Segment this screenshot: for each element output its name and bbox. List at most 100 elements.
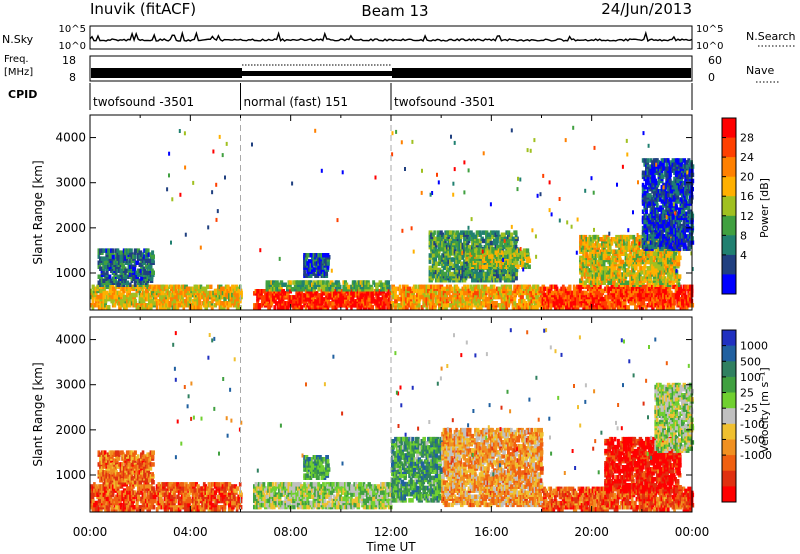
heatmap-cell xyxy=(508,248,513,253)
heatmap-cell xyxy=(132,266,137,271)
heatmap-cell xyxy=(449,265,453,271)
heatmap-cell xyxy=(322,253,326,258)
heatmap-cell xyxy=(488,275,492,281)
heatmap-cell xyxy=(198,301,201,306)
heatmap-cell xyxy=(461,298,465,304)
heatmap-cell xyxy=(367,297,372,302)
heatmap-cell xyxy=(94,296,98,302)
heatmap-cell xyxy=(489,240,493,246)
heatmap-cell xyxy=(133,298,137,304)
heatmap-cell xyxy=(370,287,374,292)
heatmap-cell xyxy=(646,158,650,163)
freq-label-line2: [MHz] xyxy=(4,67,33,78)
beam-title: Beam 13 xyxy=(361,2,428,20)
heatmap-cell xyxy=(607,255,611,261)
heatmap-cell xyxy=(608,245,612,250)
heatmap-cell xyxy=(640,270,644,275)
heatmap-cell xyxy=(434,261,439,266)
heatmap-cell xyxy=(607,286,611,292)
heatmap-cell xyxy=(132,298,136,304)
heatmap-cell xyxy=(105,290,109,296)
heatmap-cell xyxy=(414,284,418,290)
heatmap-cell xyxy=(576,296,580,302)
heatmap-cell xyxy=(113,288,117,294)
heatmap-cell xyxy=(494,301,498,306)
heatmap-cell xyxy=(394,286,398,292)
heatmap-cell xyxy=(434,290,438,296)
heatmap-cell xyxy=(496,273,500,279)
heatmap-cell xyxy=(141,290,145,296)
heatmap-cell xyxy=(613,266,617,271)
heatmap-cell xyxy=(102,294,106,300)
heatmap-cell xyxy=(292,295,296,300)
heatmap-cell xyxy=(450,234,454,240)
heatmap-cell xyxy=(133,254,137,259)
heatmap-cell xyxy=(648,282,651,287)
noise-right-label: N.Search xyxy=(746,30,796,43)
heatmap-cell xyxy=(602,261,606,267)
heatmap-cell xyxy=(140,276,144,281)
heatmap-cell xyxy=(122,288,126,294)
freq-tick-top: 18 xyxy=(62,54,76,67)
heatmap-cell xyxy=(138,296,142,302)
heatmap-cell xyxy=(99,303,103,308)
heatmap-cell xyxy=(521,294,524,300)
heatmap-cell xyxy=(491,301,495,306)
heatmap-cell xyxy=(337,282,341,287)
heatmap-cell xyxy=(322,280,325,285)
heatmap-cell xyxy=(525,248,530,253)
heatmap-cell xyxy=(105,305,109,310)
heatmap-cell xyxy=(464,269,468,275)
heatmap-cell xyxy=(511,248,516,253)
noise-panel-frame xyxy=(89,25,693,50)
heatmap-cell xyxy=(489,254,494,259)
heatmap-cell xyxy=(510,232,514,237)
heatmap-cell xyxy=(344,293,347,298)
heatmap-cell xyxy=(663,298,667,304)
heatmap-cell xyxy=(626,268,630,273)
heatmap-cell xyxy=(204,288,208,294)
heatmap-cell xyxy=(646,176,650,182)
heatmap-cell xyxy=(497,294,501,300)
heatmap-cell xyxy=(146,248,150,253)
heatmap-cell xyxy=(447,290,451,296)
heatmap-cell xyxy=(151,258,155,263)
heatmap-cell xyxy=(585,305,589,310)
heatmap-cell xyxy=(206,284,209,290)
cpid-label: CPID xyxy=(8,88,37,101)
heatmap-cell xyxy=(133,292,138,298)
heatmap-cell xyxy=(394,298,398,304)
noise-left-tick-bottom: 10^0 xyxy=(59,41,86,52)
nave-tick-top: 60 xyxy=(708,54,722,67)
heatmap-cell xyxy=(662,209,666,214)
heatmap-cell xyxy=(102,248,106,253)
heatmap-cell xyxy=(326,253,330,258)
heatmap-cell xyxy=(444,271,447,277)
heatmap-cell xyxy=(580,276,584,281)
cpid-segment-label: twofsound -3501 xyxy=(93,95,194,109)
heatmap-cell xyxy=(670,276,673,281)
heatmap-cell xyxy=(466,284,470,290)
heatmap-cell xyxy=(165,284,168,290)
heatmap-cell xyxy=(290,287,295,292)
noise-right-tick-bottom: 10^0 xyxy=(696,41,723,52)
heatmap-cell xyxy=(543,286,547,292)
heatmap-cell xyxy=(223,296,227,302)
heatmap-cell xyxy=(527,256,531,261)
heatmap-cell xyxy=(503,269,508,275)
heatmap-cell xyxy=(436,294,440,300)
heatmap-cell xyxy=(113,303,117,308)
heatmap-cell xyxy=(618,255,622,261)
heatmap-cell xyxy=(196,305,201,310)
heatmap-cell xyxy=(317,265,321,270)
freq-band-segment-2 xyxy=(242,71,392,76)
heatmap-cell xyxy=(124,286,128,292)
heatmap-cell xyxy=(450,286,454,292)
heatmap-cell xyxy=(412,288,417,294)
heatmap-cell xyxy=(605,305,609,310)
heatmap-cell xyxy=(331,287,335,292)
heatmap-cell xyxy=(471,303,474,308)
heatmap-cell xyxy=(111,301,115,306)
heatmap-cell xyxy=(514,230,518,235)
